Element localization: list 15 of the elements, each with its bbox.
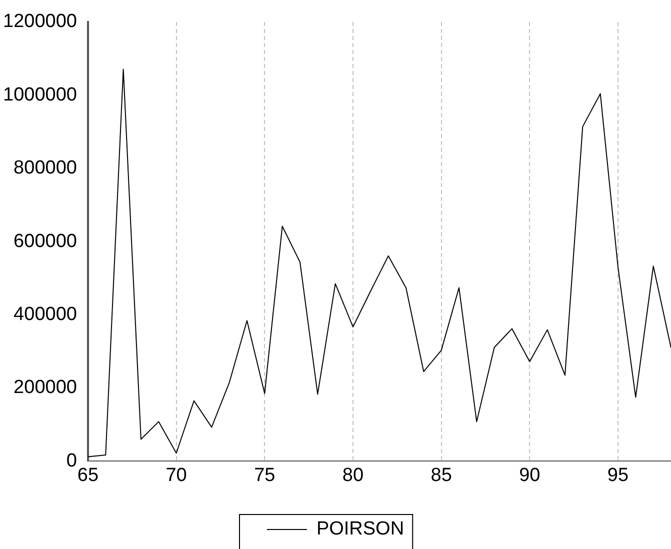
y-tick-label: 0	[66, 450, 77, 472]
y-tick-label: 600000	[14, 230, 77, 252]
x-tick-label: 80	[342, 464, 364, 486]
x-tick-label: 75	[254, 464, 276, 486]
legend-label: POIRSON	[316, 518, 404, 540]
x-tick-label: 85	[430, 464, 452, 486]
y-tick-label: 200000	[14, 377, 77, 398]
x-tick-label: 90	[519, 464, 540, 486]
y-tick-label: 800000	[14, 158, 77, 179]
y-tick-label: 1200000	[3, 11, 77, 32]
x-tick-label: 95	[607, 464, 629, 486]
x-tick-label: 70	[166, 464, 187, 486]
y-tick-label: 400000	[14, 304, 77, 326]
y-tick-label: 1000000	[3, 84, 77, 106]
x-tick-label: 65	[77, 464, 99, 486]
